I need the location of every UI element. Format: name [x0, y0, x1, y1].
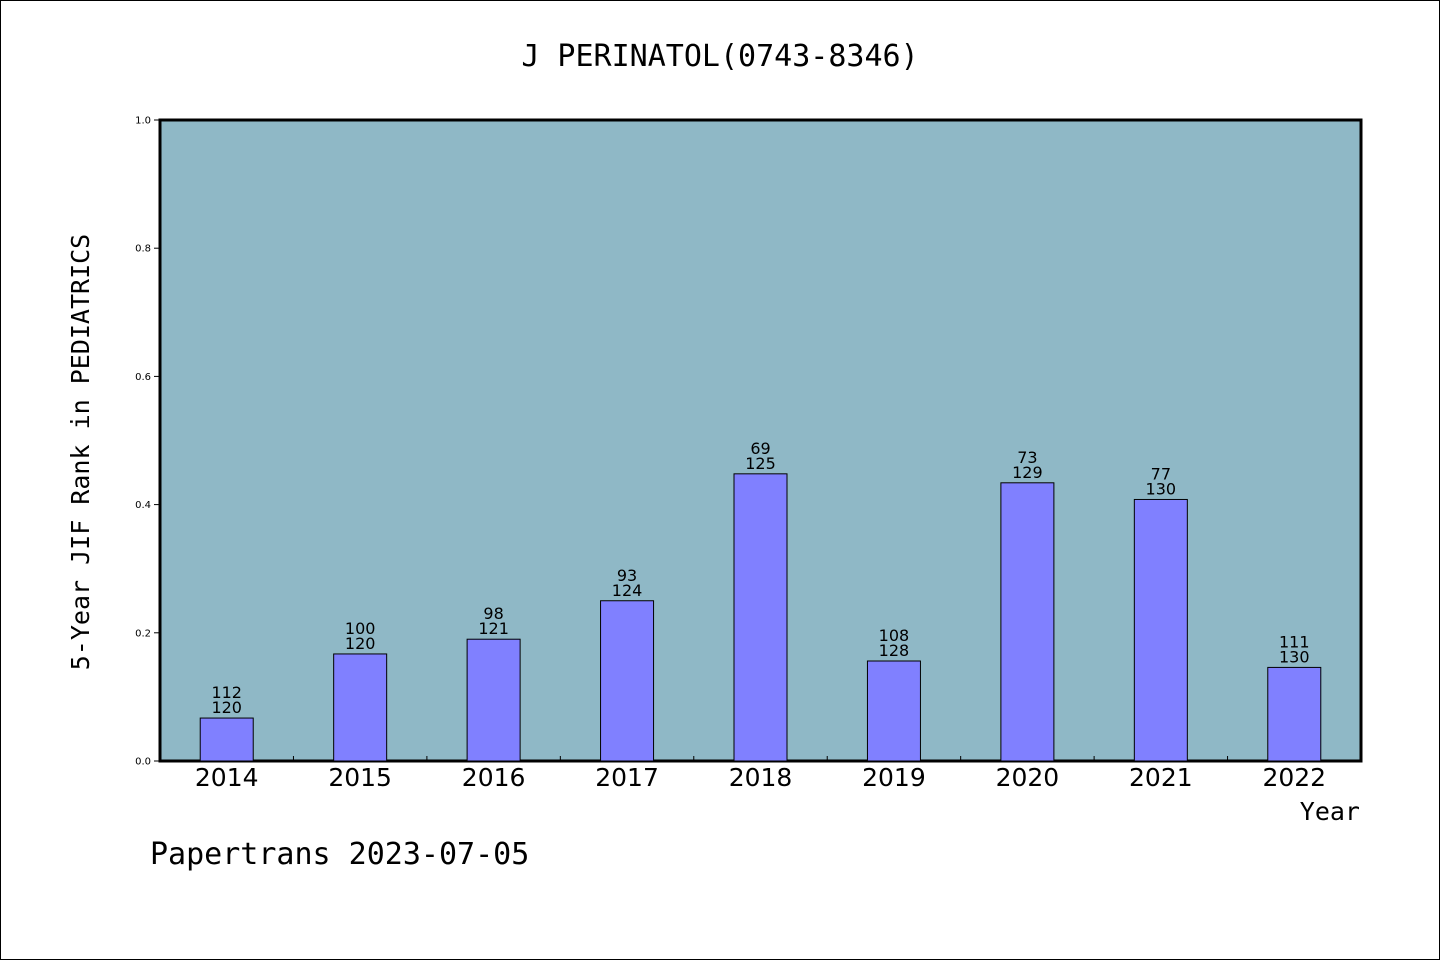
bar-total-label: 120 — [211, 698, 242, 717]
bar-rank-label: 108 — [879, 626, 910, 645]
bar-rank-label: 69 — [750, 439, 770, 458]
bar-rank-label: 111 — [1279, 632, 1310, 651]
bar-2017 — [600, 600, 655, 762]
bar-total-label: 130 — [1279, 647, 1310, 666]
y-axis-ticks: 0.0 0.2 0.4 0.6 0.8 1.0 — [135, 116, 160, 768]
x-tick-label: 2022 — [1262, 763, 1326, 792]
y-tick-label: 0.2 — [135, 628, 151, 639]
x-axis-label: Year — [1300, 797, 1360, 826]
x-tick-label: 2016 — [462, 763, 526, 792]
y-tick-label: 0.4 — [135, 500, 151, 511]
x-tick-label: 2019 — [862, 763, 926, 792]
bar-2015 — [333, 653, 388, 762]
y-tick-label: 0.0 — [135, 757, 151, 768]
x-tick-label: 2015 — [328, 763, 392, 792]
y-tick-label: 1.0 — [135, 116, 151, 127]
bar-2019 — [866, 660, 921, 762]
y-tick-label: 0.8 — [135, 244, 151, 255]
bar-2014 — [199, 717, 254, 762]
bar-total-label: 130 — [1146, 479, 1177, 498]
bar-rank-label: 93 — [617, 566, 637, 585]
bar-2022 — [1267, 666, 1322, 762]
y-axis-label: 5-Year JIF Rank in PEDIATRICS — [66, 234, 95, 671]
x-tick-label: 2017 — [595, 763, 659, 792]
x-tick-label: 2018 — [729, 763, 793, 792]
x-axis-ticks: 2014 2015 2016 2017 2018 2019 2020 2021 2022 — [195, 756, 1326, 792]
chart-title: J PERINATOL(0743-8346) — [521, 39, 918, 74]
bar-total-label: 120 — [345, 634, 376, 653]
bar-total-label: 125 — [745, 454, 776, 473]
x-tick-label: 2014 — [195, 763, 259, 792]
bar-total-label: 128 — [879, 641, 910, 660]
bar-total-label: 124 — [612, 581, 643, 600]
bar-rank-label: 77 — [1151, 464, 1171, 483]
bar-rank-label: 73 — [1017, 448, 1037, 467]
footer-credit: Papertrans 2023-07-05 — [150, 837, 529, 872]
bar-2016 — [466, 638, 521, 762]
x-tick-label: 2021 — [1129, 763, 1193, 792]
bar-2018 — [733, 473, 788, 762]
bars — [199, 473, 1322, 762]
x-tick-label: 2020 — [996, 763, 1060, 792]
bar-2020 — [1000, 482, 1055, 762]
y-tick-label: 0.6 — [135, 372, 151, 383]
bar-2021 — [1133, 498, 1188, 762]
bar-rank-label: 100 — [345, 619, 376, 638]
bar-rank-label: 112 — [211, 683, 242, 702]
bar-total-label: 121 — [478, 619, 509, 638]
bar-rank-label: 98 — [483, 604, 503, 623]
bar-total-label: 129 — [1012, 463, 1043, 482]
